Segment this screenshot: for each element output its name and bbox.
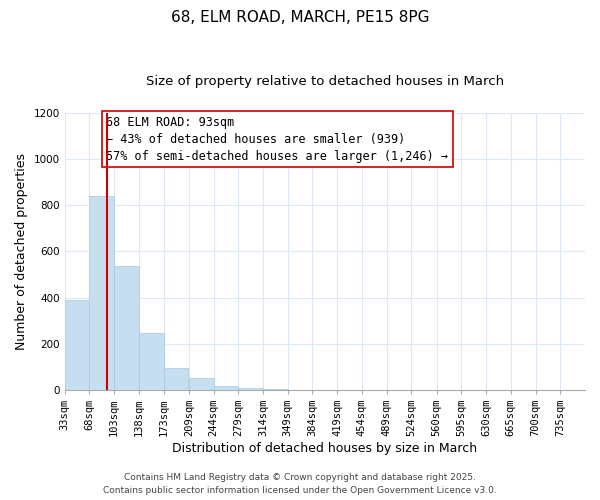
- Bar: [164, 368, 188, 390]
- Text: Contains HM Land Registry data © Crown copyright and database right 2025.
Contai: Contains HM Land Registry data © Crown c…: [103, 474, 497, 495]
- Bar: [263, 389, 288, 390]
- Text: 68 ELM ROAD: 93sqm
← 43% of detached houses are smaller (939)
57% of semi-detach: 68 ELM ROAD: 93sqm ← 43% of detached hou…: [106, 116, 448, 162]
- Y-axis label: Number of detached properties: Number of detached properties: [15, 153, 28, 350]
- Title: Size of property relative to detached houses in March: Size of property relative to detached ho…: [146, 75, 504, 88]
- Text: 68, ELM ROAD, MARCH, PE15 8PG: 68, ELM ROAD, MARCH, PE15 8PG: [171, 10, 429, 25]
- X-axis label: Distribution of detached houses by size in March: Distribution of detached houses by size …: [172, 442, 478, 455]
- Bar: [139, 332, 164, 390]
- Bar: [214, 386, 238, 390]
- Bar: [189, 378, 214, 390]
- Bar: [65, 300, 89, 390]
- Bar: [89, 196, 114, 390]
- Bar: [238, 388, 263, 390]
- Bar: [114, 266, 139, 390]
